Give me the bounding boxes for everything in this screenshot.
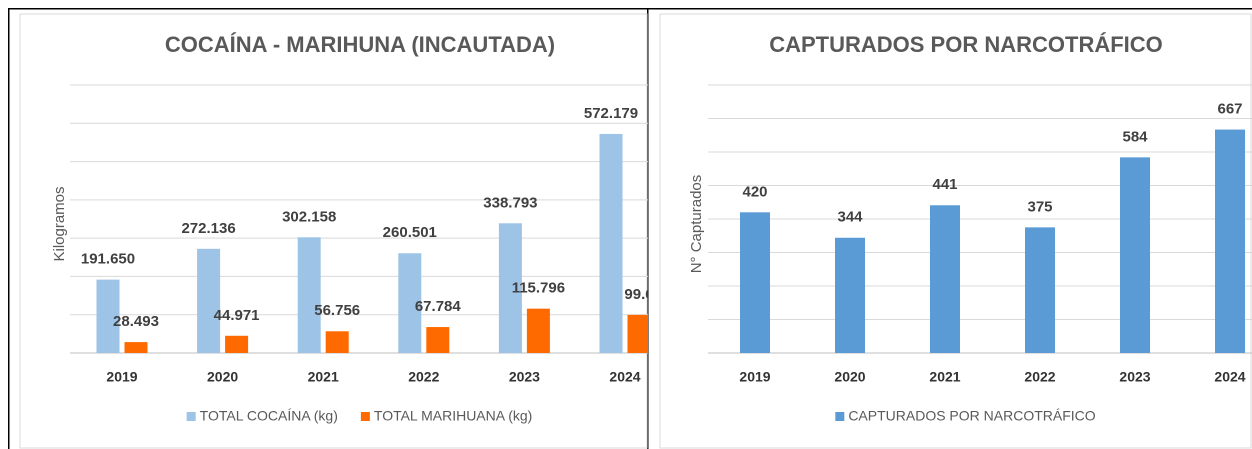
x-tick-label: 2021 xyxy=(308,369,339,385)
bar xyxy=(526,308,550,353)
value-label: 99.6 xyxy=(624,286,653,303)
value-label: 272.136 xyxy=(181,220,235,237)
bar xyxy=(930,205,960,353)
legend-label: TOTAL COCAÍNA (kg) xyxy=(200,408,338,424)
x-tick-label: 2021 xyxy=(929,369,960,385)
legend-swatch xyxy=(186,412,196,421)
bar xyxy=(398,253,422,353)
chart-title: CAPTURADOS POR NARCOTRÁFICO xyxy=(769,32,1163,57)
value-label: 441 xyxy=(932,176,957,193)
value-label: 302.158 xyxy=(282,208,336,225)
x-tick-label: 2024 xyxy=(609,369,640,385)
x-tick-label: 2024 xyxy=(1214,369,1245,385)
bar xyxy=(124,342,148,353)
value-label: 44.971 xyxy=(214,307,260,324)
frame-left xyxy=(8,8,10,449)
value-label: 191.650 xyxy=(81,251,135,268)
value-label: 115.796 xyxy=(512,280,565,297)
bar xyxy=(1215,129,1245,353)
legend-swatch xyxy=(360,412,370,421)
value-label: 56.756 xyxy=(314,302,360,319)
x-tick-label: 2020 xyxy=(207,369,238,385)
chart-title: COCAÍNA - MARIHUNA (INCAUTADA) xyxy=(165,32,555,57)
value-label: 420 xyxy=(742,183,767,200)
legend-label: CAPTURADOS POR NARCOTRÁFICO xyxy=(848,408,1095,424)
chart-captures: CAPTURADOS POR NARCOTRÁFICO N° Capturados… xyxy=(688,32,1252,424)
x-tick-label: 2023 xyxy=(1119,369,1150,385)
panel-right xyxy=(659,13,1252,449)
bar xyxy=(740,212,770,353)
x-tick-label: 2020 xyxy=(834,369,865,385)
value-label: 67.784 xyxy=(415,298,462,315)
value-label: 260.501 xyxy=(383,224,437,241)
x-tick-label: 2023 xyxy=(509,369,540,385)
value-label: 375 xyxy=(1027,198,1052,215)
bar xyxy=(325,331,349,353)
bar xyxy=(627,314,648,353)
bar xyxy=(835,237,865,353)
bar xyxy=(297,237,321,353)
bar xyxy=(1120,157,1150,353)
value-label: 344 xyxy=(837,209,863,226)
chart-cocaine: COCAÍNA - MARIHUNA (INCAUTADA) Kilogramos… xyxy=(51,32,653,424)
bar xyxy=(1025,227,1055,353)
x-tick-label: 2019 xyxy=(106,369,137,385)
bar xyxy=(225,335,249,353)
panel-left xyxy=(19,13,648,449)
value-label: 572.179 xyxy=(584,105,638,122)
frame-top xyxy=(8,8,1252,10)
value-label: 338.793 xyxy=(483,194,537,211)
bar xyxy=(197,248,221,353)
x-tick-label: 2022 xyxy=(1024,369,1055,385)
bar xyxy=(426,327,450,353)
bar xyxy=(599,133,623,353)
y-axis-label: N° Capturados xyxy=(688,175,705,274)
x-tick-label: 2022 xyxy=(408,369,439,385)
value-label: 667 xyxy=(1217,101,1242,118)
bar xyxy=(498,223,522,353)
legend-swatch xyxy=(835,412,845,421)
value-label: 584 xyxy=(1122,128,1148,145)
frame-divider xyxy=(647,8,649,449)
legend-label: TOTAL MARIHUANA (kg) xyxy=(374,408,532,424)
value-label: 28.493 xyxy=(113,313,159,330)
y-axis-label: Kilogramos xyxy=(51,186,68,261)
x-tick-label: 2019 xyxy=(739,369,770,385)
bar xyxy=(96,279,120,353)
